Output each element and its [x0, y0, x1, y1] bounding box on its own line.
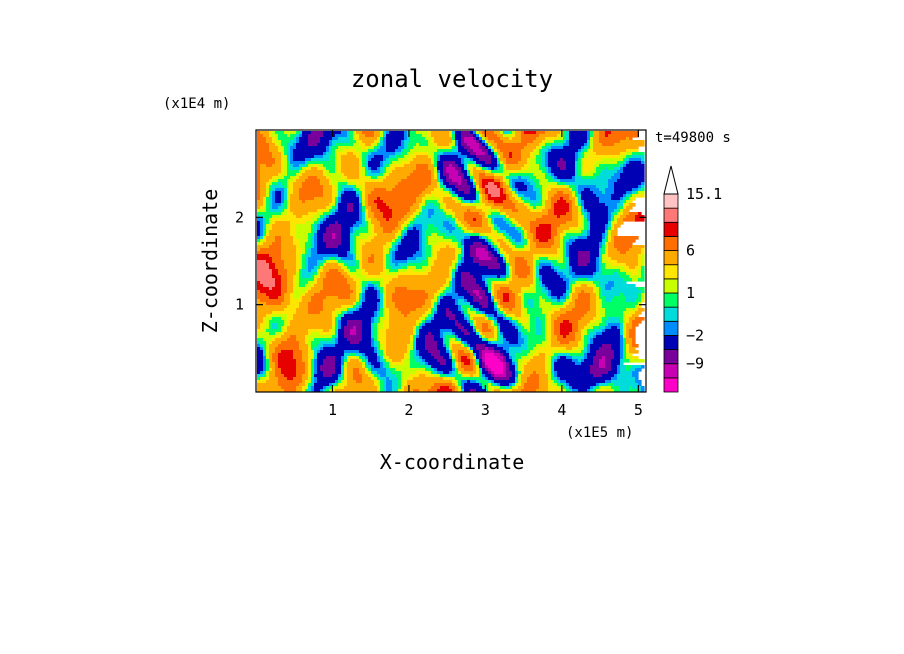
colorbar-label: −9 [686, 355, 704, 373]
colorbar-extend-arrow [663, 165, 679, 195]
y-tick-label: 1 [235, 296, 244, 314]
x-axis-unit: (x1E5 m) [566, 425, 633, 441]
colorbar-segment [663, 349, 679, 365]
plot-area [255, 129, 647, 393]
colorbar-segment [663, 363, 679, 379]
y-tick-label: 2 [235, 208, 244, 226]
x-tick-label: 4 [557, 401, 566, 419]
x-tick-label: 2 [404, 401, 413, 419]
colorbar-label: 15.1 [686, 185, 722, 203]
colorbar-label: 6 [686, 242, 695, 260]
colorbar-label: −2 [686, 326, 704, 344]
colorbar-segment [663, 250, 679, 266]
x-tick-label: 3 [481, 401, 490, 419]
colorbar-segment [663, 335, 679, 350]
y-axis-label: Z-coordinate [198, 189, 222, 334]
colorbar-segment [663, 236, 679, 251]
velocity-field [257, 131, 645, 392]
colorbar-segment [663, 221, 679, 237]
y-axis-unit: (x1E4 m) [163, 96, 230, 112]
x-tick-label: 5 [634, 401, 643, 419]
colorbar-segment [663, 377, 679, 393]
x-tick-label: 1 [328, 401, 337, 419]
colorbar-segment [663, 207, 679, 223]
time-label: t=49800 s [655, 130, 731, 146]
colorbar-segment [663, 193, 679, 209]
colorbar-segment [663, 278, 679, 294]
colorbar-segment [663, 320, 679, 336]
colorbar: 15.1 6 1 −2 −9 [663, 165, 722, 393]
axis-ticks: 1 2 3 4 5 1 2 [235, 130, 646, 419]
plot-frame [255, 129, 647, 393]
colorbar-segment [663, 264, 679, 280]
colorbar-segment [663, 306, 679, 322]
x-axis-label: X-coordinate [380, 450, 525, 474]
colorbar-segment [663, 292, 679, 308]
chart-title: zonal velocity [351, 65, 553, 93]
colorbar-label: 1 [686, 284, 695, 302]
